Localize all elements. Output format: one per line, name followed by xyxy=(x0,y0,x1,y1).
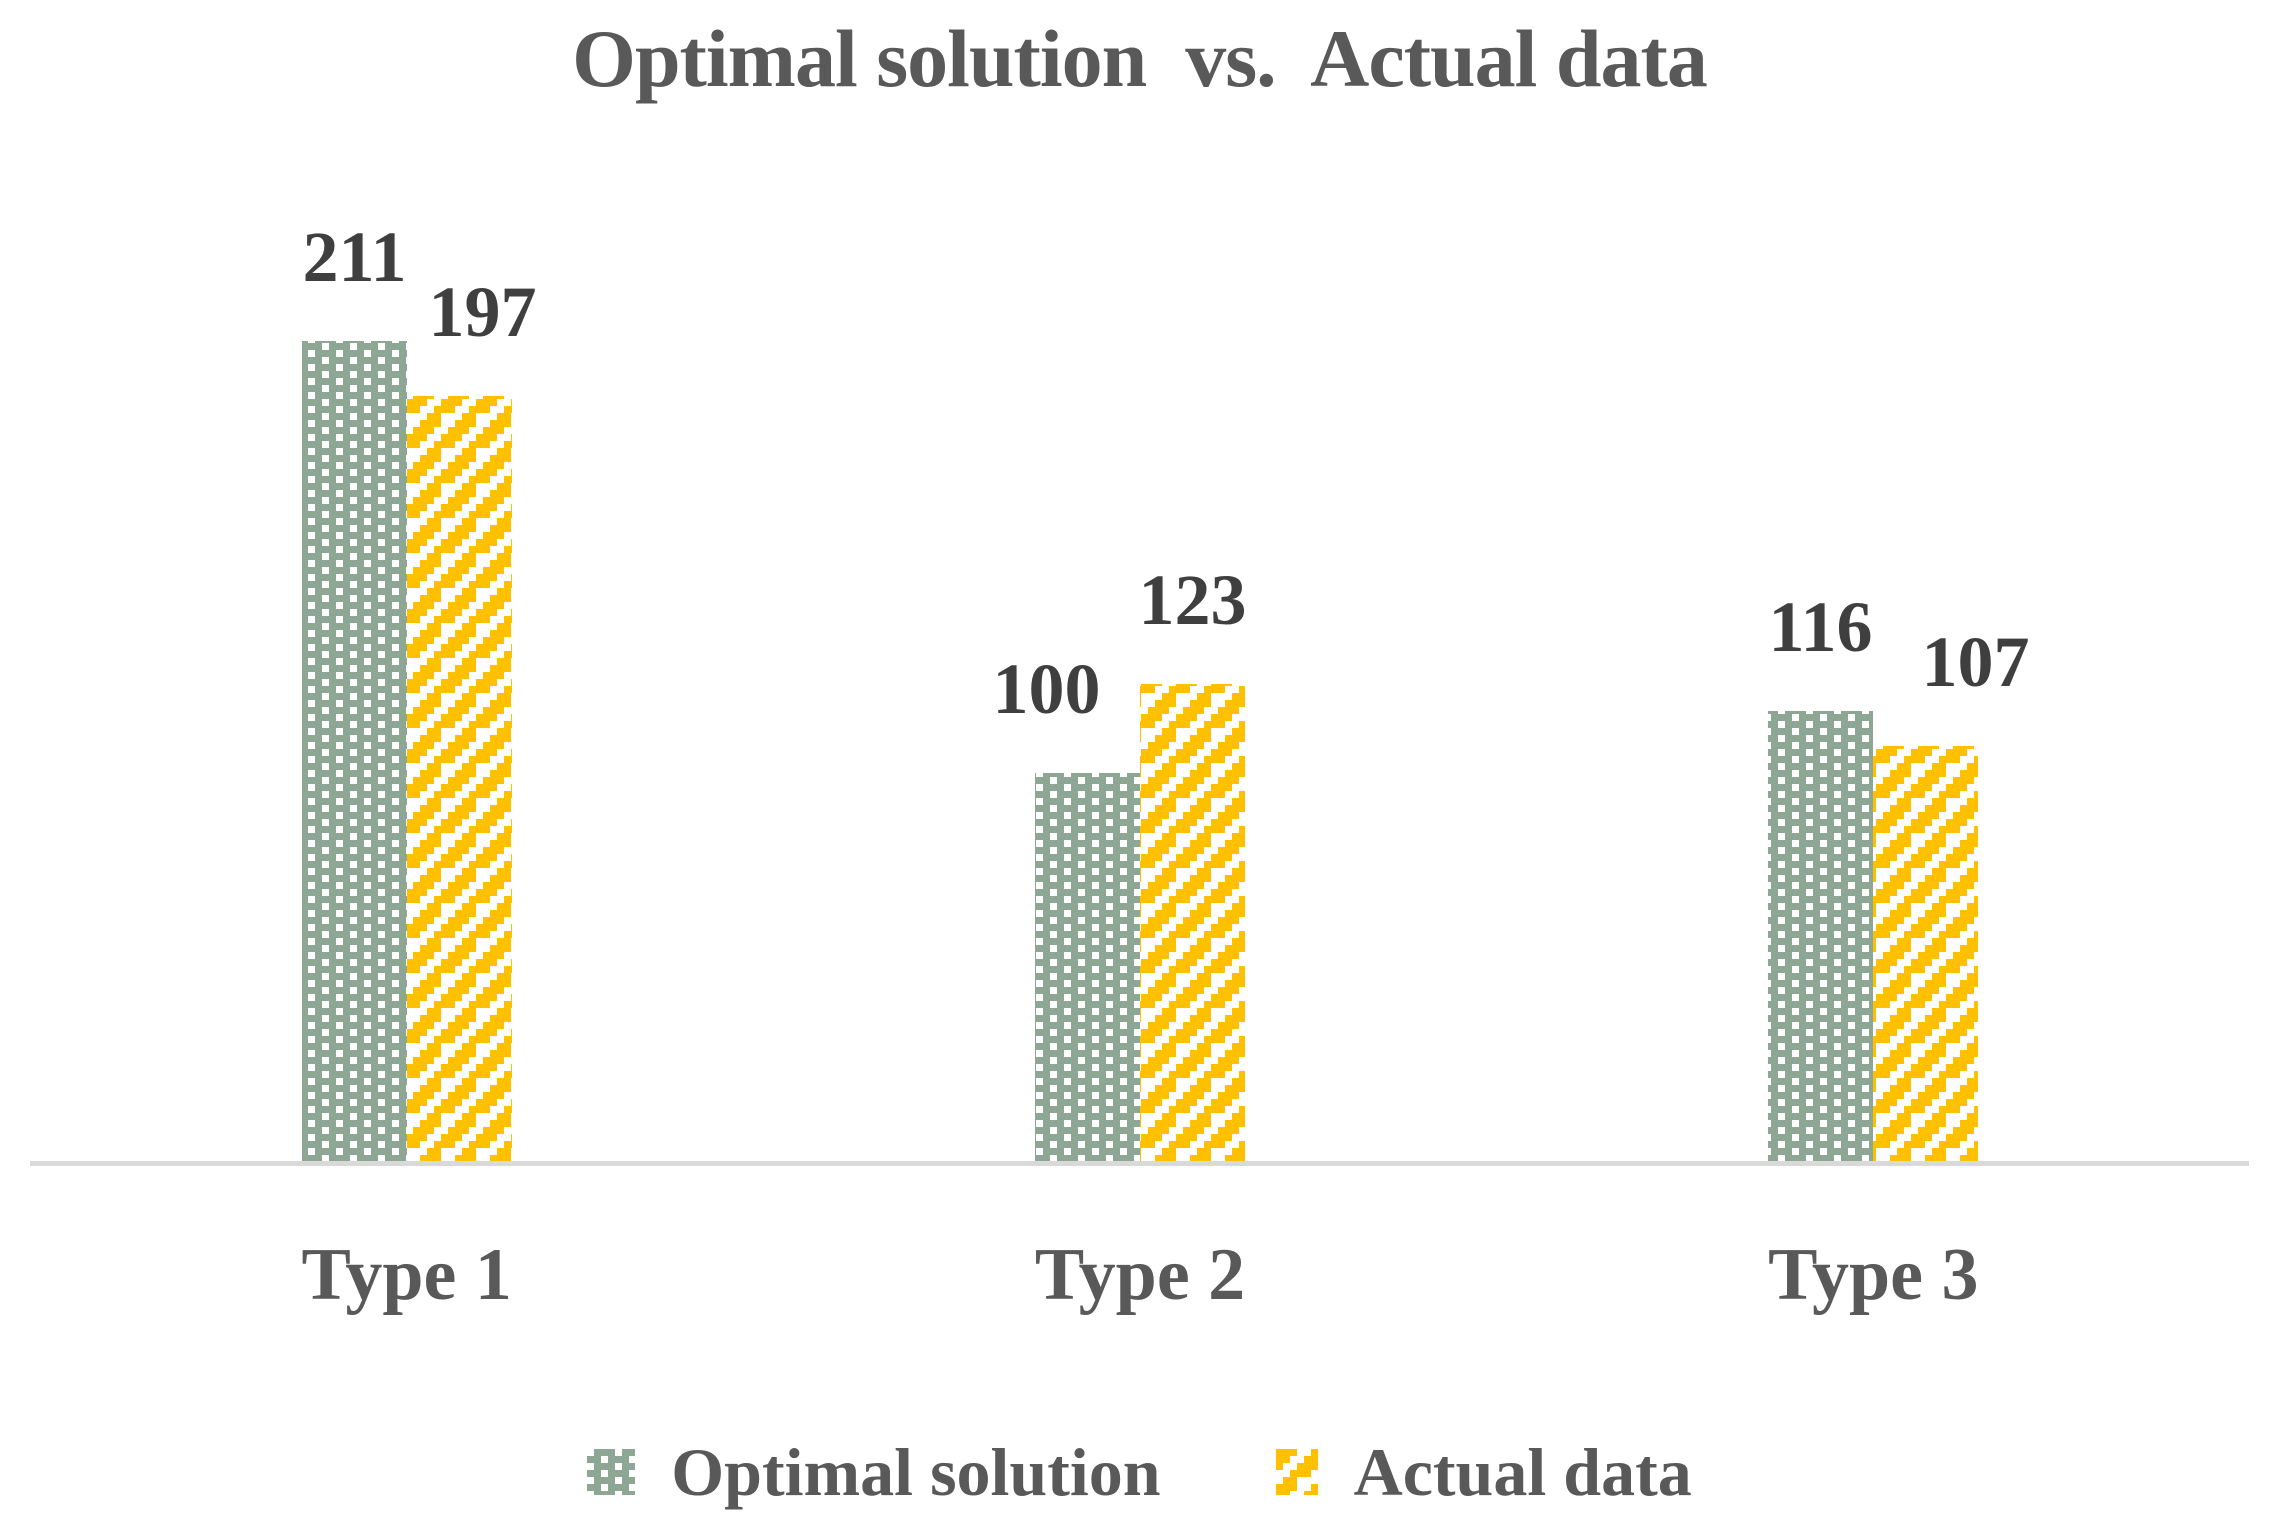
bar-optimal-solution-type-1[interactable] xyxy=(302,341,407,1163)
bar-optimal-solution-type-2[interactable] xyxy=(1035,773,1140,1163)
value-label-optimal-solution-type-3: 116 xyxy=(1768,587,1873,667)
value-label-actual-data-type-3: 107 xyxy=(1921,622,2030,702)
legend-label-actual-data: Actual data xyxy=(1353,1434,1692,1510)
optimal-solution-swatch-icon xyxy=(587,1449,636,1495)
bar-optimal-solution-type-3[interactable] xyxy=(1768,711,1873,1163)
category-label-type-1: Type 1 xyxy=(301,1234,512,1316)
bar-actual-data-type-1[interactable] xyxy=(407,396,512,1163)
value-label-actual-data-type-2: 123 xyxy=(1138,560,1247,640)
bar-actual-data-type-3[interactable] xyxy=(1873,746,1978,1163)
value-label-optimal-solution-type-2: 100 xyxy=(992,649,1101,729)
value-label-optimal-solution-type-1: 211 xyxy=(302,217,407,297)
category-label-type-3: Type 3 xyxy=(1768,1234,1979,1316)
category-label-type-2: Type 2 xyxy=(1034,1234,1246,1316)
value-label-actual-data-type-1: 197 xyxy=(428,272,537,352)
x-axis-line xyxy=(30,1161,2249,1166)
legend-item-optimal-solution[interactable]: Optimal solution xyxy=(587,1434,1161,1510)
actual-data-swatch-icon xyxy=(1275,1449,1318,1495)
legend-label-optimal-solution: Optimal solution xyxy=(671,1434,1161,1510)
bar-actual-data-type-2[interactable] xyxy=(1140,684,1245,1163)
legend: Optimal solution Actual data xyxy=(0,1438,2279,1506)
chart-title: Optimal solution vs. Actual data xyxy=(572,13,1708,104)
legend-item-actual-data[interactable]: Actual data xyxy=(1275,1434,1692,1510)
